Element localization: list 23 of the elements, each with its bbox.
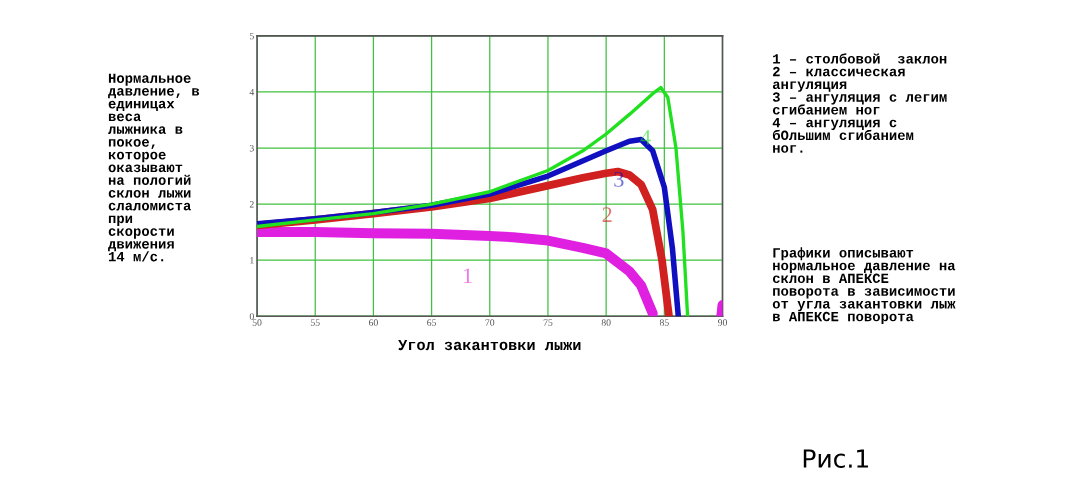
text: Графики описывают нормальное давление на склон в АПЕКСЕ поворота в зависимости от угла закантовки лыж в АПЕКСЕ поворота	[772, 247, 956, 325]
text: 1 – столбовой заклон 2 – классическая ангуляция 3 – ангуляция с легим сгибанием ног 4 – ангуляция с бОльшим сгибанием ног.	[772, 53, 947, 153]
y-tick-label: 0	[249, 313, 254, 320]
x-tick-label: 90	[717, 319, 728, 326]
line-series	[257, 85, 690, 317]
y-tick-label: 1	[250, 257, 254, 264]
x-axis-title: Угол закантовки лыжи	[398, 339, 581, 351]
text: Нормальное давление, в единицах веса лыжника в покое, которое оказывают на пологий склон лыжи слаломиста при скорости движения 14 м/с.	[108, 73, 200, 262]
x-tick-label: 50	[252, 319, 262, 326]
series-label: 3	[614, 171, 624, 187]
x-tick-label: 80	[601, 319, 611, 326]
x-tick-label: 65	[427, 319, 437, 326]
y-tick-label: 4	[249, 88, 255, 96]
y-tick-label: 3	[249, 144, 254, 152]
series-label: 1	[463, 268, 472, 284]
x-tick-label: 70	[485, 319, 495, 326]
x-tick-label: 55	[310, 319, 320, 326]
text: Рис.1	[803, 449, 868, 468]
y-tick-label: 5	[249, 32, 254, 40]
x-tick-label: 75	[543, 319, 553, 326]
y-tick-label: 2	[249, 201, 254, 208]
x-tick-label: 60	[368, 319, 378, 326]
x-tick-label: 85	[659, 319, 669, 326]
